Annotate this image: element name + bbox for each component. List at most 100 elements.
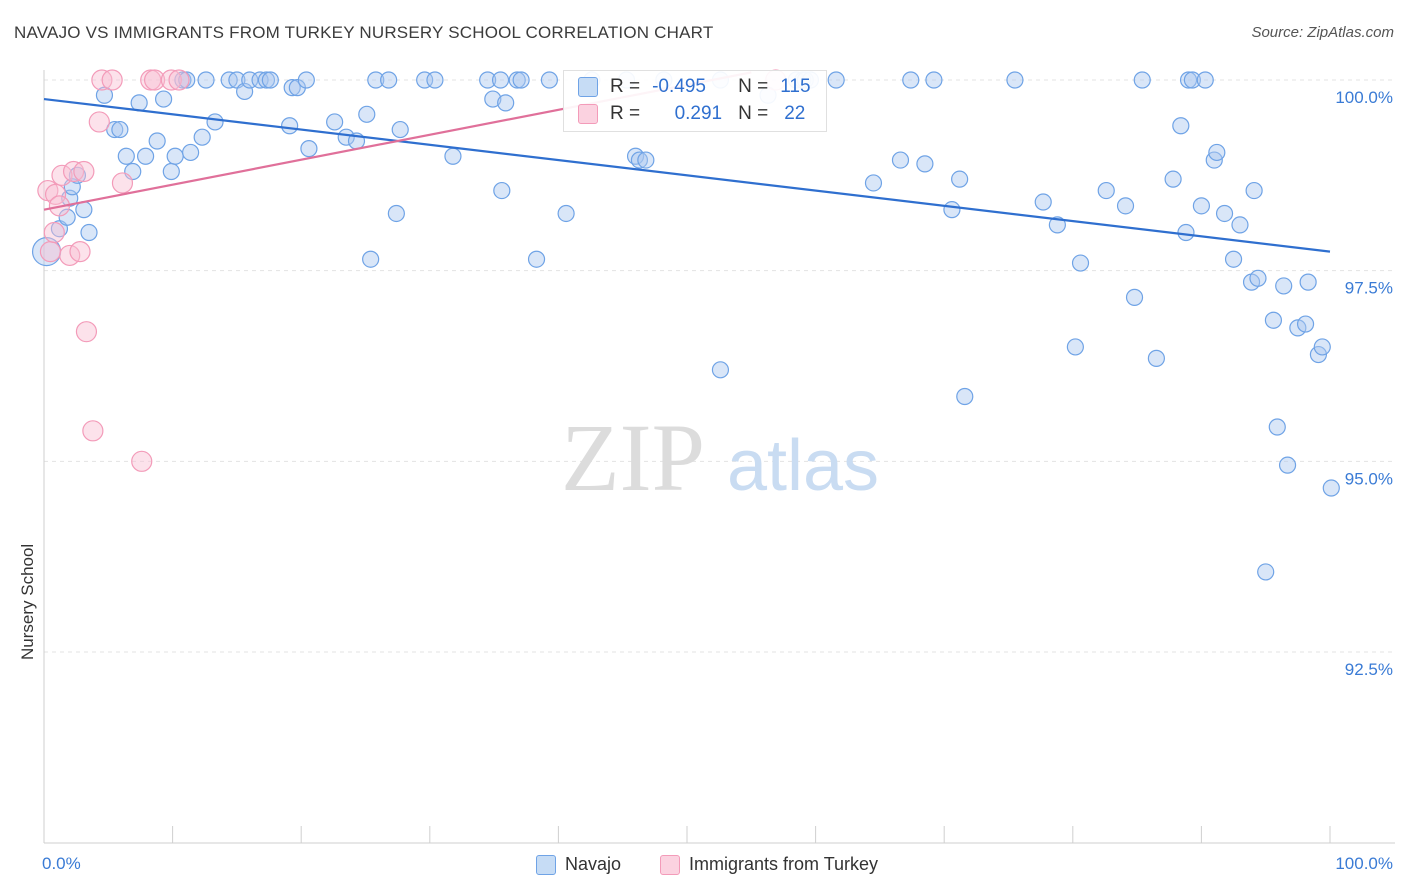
navajo-point-112: [1296, 315, 1315, 333]
y-tick-label-2: 95.0%: [1345, 469, 1393, 488]
navajo-point-99: [1208, 143, 1226, 162]
turkey-point-18: [143, 69, 166, 91]
navajo-point-58: [557, 204, 575, 223]
navajo-point-31: [261, 71, 279, 89]
chart-title: NAVAJO VS IMMIGRANTS FROM TURKEY NURSERY…: [14, 23, 714, 42]
navajo-point-72: [827, 71, 845, 89]
navajo-point-113: [1299, 273, 1317, 291]
trend-line-0: [43, 97, 1331, 253]
turkey-point-2: [43, 221, 65, 244]
navajo-point-41: [362, 250, 380, 268]
navajo-point-20: [178, 71, 196, 89]
watermark: ZIP atlas: [561, 404, 879, 511]
turkey-point-15: [111, 172, 134, 194]
navajo-point-75: [902, 71, 920, 89]
navajo-point-33: [283, 79, 301, 97]
navajo-point-53: [493, 181, 511, 200]
navajo-point-52: [497, 94, 515, 112]
legend-turkey-swatch: [660, 854, 680, 875]
navajo-point-23: [197, 71, 215, 89]
y-axis-label: Nursery School: [18, 543, 37, 660]
navajo-point-47: [426, 71, 444, 89]
navajo-point-38: [337, 128, 355, 146]
navajo-point-50: [484, 90, 502, 108]
turkey-point-19: [160, 69, 182, 91]
navajo-point-17: [162, 162, 180, 181]
navajo-point-87: [1116, 197, 1135, 215]
navajo-point-91: [1164, 170, 1182, 188]
navajo-point-42: [367, 71, 385, 89]
navajo-r-value: -0.495: [652, 76, 706, 97]
navajo-point-82: [1034, 193, 1052, 211]
navajo-point-63: [637, 151, 655, 169]
turkey-point-8: [69, 241, 91, 263]
navajo-point-55: [512, 71, 530, 89]
navajo-point-94: [1179, 71, 1198, 89]
navajo-point-95: [1183, 71, 1201, 89]
x-tick-label-0: 0.0%: [42, 854, 81, 873]
navajo-point-32: [281, 117, 299, 135]
turkey-point-14: [101, 69, 123, 91]
navajo-point-96: [1192, 197, 1211, 215]
navajo-point-104: [1245, 181, 1263, 200]
navajo-point-101: [1224, 250, 1243, 268]
navajo-point-78: [943, 201, 961, 219]
navajo-point-24: [206, 113, 224, 131]
series-turkey: [37, 69, 787, 472]
y-tick-label-3: 92.5%: [1345, 660, 1393, 679]
navajo-point-109: [1275, 277, 1293, 295]
navajo-point-14: [136, 147, 155, 165]
legend-item-navajo[interactable]: Navajo: [536, 854, 621, 875]
axes: [43, 70, 1395, 844]
navajo-point-73: [864, 174, 883, 192]
navajo-point-102: [1231, 216, 1249, 234]
navajo-point-7: [80, 223, 98, 242]
navajo-point-30: [257, 71, 276, 89]
navajo-point-51: [491, 71, 510, 89]
navajo-r-label: R =: [610, 76, 641, 97]
navajo-point-84: [1066, 338, 1084, 356]
turkey-point-16: [131, 450, 153, 472]
navajo-point-93: [1177, 223, 1195, 242]
navajo-point-49: [479, 71, 497, 89]
turkey-r-value: 0.291: [674, 103, 723, 124]
navajo-point-44: [387, 204, 405, 223]
navajo-point-86: [1097, 181, 1115, 200]
turkey-point-1: [39, 241, 62, 263]
legend-navajo-swatch: [536, 854, 556, 875]
legend-item-turkey[interactable]: Immigrants from Turkey: [660, 854, 878, 875]
turkey-point-20: [168, 69, 190, 91]
turkey-point-10: [75, 321, 98, 343]
navajo-point-15: [148, 132, 166, 150]
navajo-point-90: [1147, 349, 1165, 367]
navajo-n-value: 115: [780, 76, 811, 97]
watermark-zip: ZIP: [561, 404, 705, 511]
navajo-point-35: [297, 71, 315, 89]
stats-row-turkey: R = 0.291 N = 22: [578, 102, 805, 126]
navajo-point-105: [1249, 269, 1267, 287]
navajo-point-43: [380, 71, 398, 89]
navajo-point-40: [358, 105, 376, 123]
navajo-point-18: [166, 147, 184, 165]
navajo-point-16: [154, 90, 173, 108]
navajo-point-110: [1278, 456, 1297, 474]
navajo-point-2: [58, 208, 76, 226]
y-tick-label-0: 100.0%: [1335, 88, 1393, 107]
navajo-point-45: [391, 120, 409, 139]
navajo-point-22: [193, 128, 211, 146]
navajo-point-65: [711, 361, 730, 379]
legend-turkey-label: Immigrants from Turkey: [689, 854, 879, 874]
navajo-point-88: [1125, 288, 1144, 306]
navajo-point-76: [916, 155, 934, 173]
navajo-point-11: [117, 147, 135, 165]
navajo-point-80: [956, 387, 974, 406]
stats-box: R = -0.495 N = 115 R = 0.291 N = 22: [563, 70, 827, 132]
turkey-point-5: [51, 164, 73, 186]
x-tick-label-1: 100.0%: [1335, 854, 1393, 873]
navajo-point-81: [1006, 71, 1024, 89]
navajo-point-89: [1133, 71, 1151, 89]
turkey-point-3: [44, 183, 67, 205]
navajo-point-57: [540, 71, 558, 89]
navajo-point-85: [1071, 254, 1090, 272]
